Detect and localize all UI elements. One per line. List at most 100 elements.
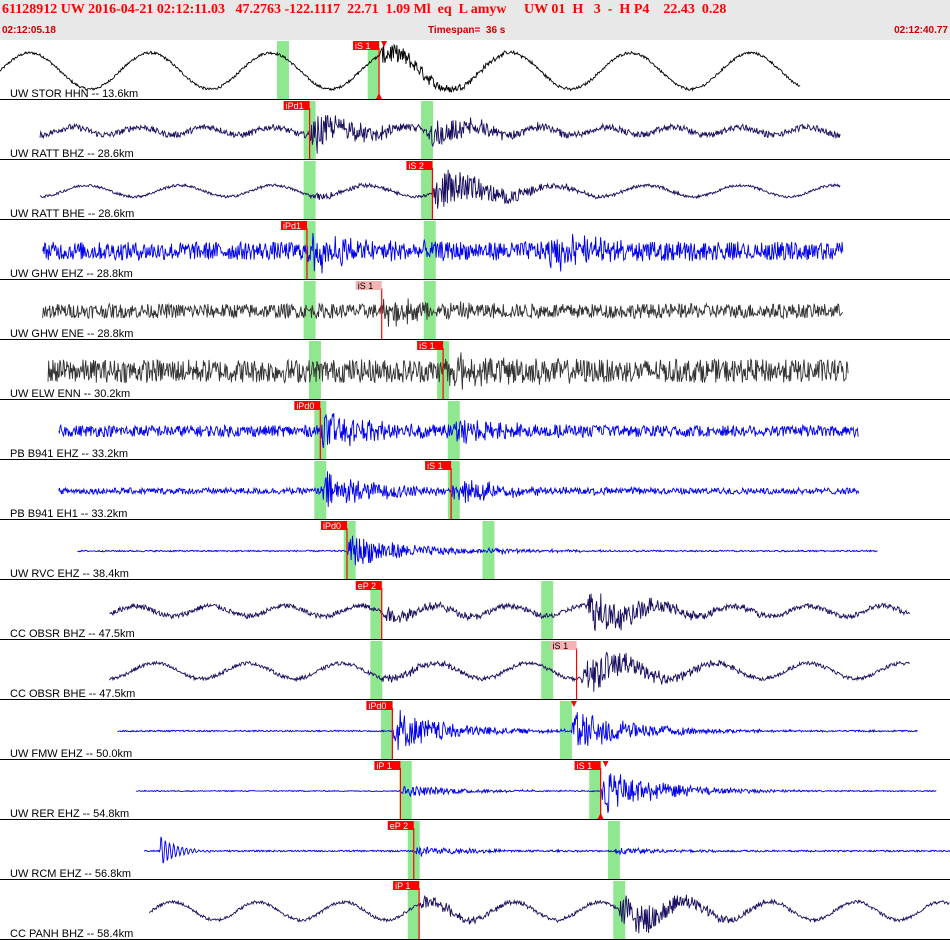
channel-label: UW STOR HHN -- 13.6km bbox=[10, 88, 138, 100]
waveform-trace bbox=[58, 471, 860, 508]
phase-pick-flag[interactable]: iS 1 bbox=[355, 281, 382, 291]
predicted-arrival-band bbox=[423, 221, 436, 279]
pick-label: iPd0 bbox=[368, 701, 386, 711]
trace-row[interactable]: iPd0 UW RVC EHZ -- 38.4km bbox=[0, 521, 950, 580]
waveform-trace bbox=[39, 115, 841, 154]
pick-label: iP 1 bbox=[376, 761, 391, 771]
waveform-trace bbox=[117, 709, 918, 751]
channel-label: UW RATT BHE -- 28.6km bbox=[10, 208, 134, 220]
phase-pick-flag[interactable]: iP 1 bbox=[374, 761, 401, 771]
window-start-time: 02:12:05.18 bbox=[2, 25, 56, 36]
predicted-arrival-band bbox=[589, 761, 602, 819]
phase-pick-flag[interactable]: iP 1 bbox=[393, 881, 420, 891]
phase-pick-flag[interactable]: eP 2 bbox=[355, 581, 382, 591]
pick-label: iS 1 bbox=[419, 341, 435, 351]
phase-pick-flag[interactable]: iS 1 bbox=[574, 761, 601, 771]
trace-row[interactable]: iS 2 UW RATT BHE -- 28.6km bbox=[0, 161, 950, 220]
pick-arrow bbox=[376, 93, 383, 99]
predicted-arrival-band bbox=[447, 401, 460, 459]
channel-label: PB B941 EHZ -- 33.2km bbox=[10, 448, 128, 460]
trace-row[interactable]: iPd1 UW GHW EHZ -- 28.8km bbox=[0, 221, 950, 280]
predicted-arrival-band bbox=[541, 581, 554, 639]
channel-label: UW GHW ENE -- 28.8km bbox=[10, 328, 133, 340]
pick-arrow bbox=[602, 761, 609, 767]
trace-row[interactable]: iPd1 UW RATT BHZ -- 28.6km bbox=[0, 101, 950, 160]
waveform-trace bbox=[58, 412, 859, 448]
predicted-arrival-band bbox=[367, 41, 380, 99]
pick-label: iPd0 bbox=[296, 401, 314, 411]
channel-label: CC OBSR BHE -- 47.5km bbox=[10, 688, 135, 700]
waveform-trace bbox=[77, 535, 878, 566]
waveform-trace bbox=[42, 232, 844, 274]
phase-pick-flag[interactable]: iS 1 bbox=[425, 461, 452, 471]
waveform-trace bbox=[39, 169, 841, 209]
trace-row[interactable]: eP 2 UW RCM EHZ -- 56.8km bbox=[0, 821, 950, 880]
phase-pick-flag[interactable]: eP 2 bbox=[387, 821, 414, 831]
phase-pick-flag[interactable]: iPd0 bbox=[366, 701, 393, 711]
channel-label: CC PANH BHZ -- 58.4km bbox=[10, 928, 133, 940]
predicted-arrival-band bbox=[421, 161, 434, 219]
trace-row[interactable]: iS 1 UW STOR HHN -- 13.6km bbox=[0, 41, 950, 100]
phase-pick-flag[interactable]: iPd0 bbox=[321, 521, 348, 531]
pick-label: eP 2 bbox=[358, 581, 376, 591]
waveform-trace bbox=[135, 773, 937, 813]
pick-label: iPd1 bbox=[283, 221, 301, 231]
waveform-trace bbox=[0, 43, 801, 93]
event-header: 61128912 UW 2016-04-21 02:12:11.03 47.27… bbox=[0, 0, 950, 40]
pick-label: iP 1 bbox=[395, 881, 410, 891]
predicted-arrival-band bbox=[314, 461, 327, 519]
trace-row[interactable]: eP 2 CC OBSR BHZ -- 47.5km bbox=[0, 581, 950, 640]
window-end-time: 02:12:40.77 bbox=[894, 25, 948, 36]
pick-label: iS 1 bbox=[355, 41, 371, 51]
channel-label: UW RVC EHZ -- 38.4km bbox=[10, 568, 129, 580]
trace-row[interactable]: iP 1 CC PANH BHZ -- 58.4km bbox=[0, 881, 950, 940]
predicted-arrival-band bbox=[303, 161, 316, 219]
waveform-trace bbox=[143, 836, 950, 864]
waveform-trace bbox=[47, 352, 849, 390]
channel-label: CC OBSR BHZ -- 47.5km bbox=[10, 628, 135, 640]
event-summary-title: 61128912 UW 2016-04-21 02:12:11.03 47.27… bbox=[2, 2, 727, 17]
phase-pick-flag[interactable]: iS 1 bbox=[550, 641, 577, 651]
channel-label: UW FMW EHZ -- 50.0km bbox=[10, 748, 132, 760]
pick-label: iS 1 bbox=[427, 461, 443, 471]
trace-row[interactable]: iS 1 UW ELW ENN -- 30.2km bbox=[0, 341, 950, 400]
trace-row[interactable]: iS 1 UW GHW ENE -- 28.8km bbox=[0, 281, 950, 340]
predicted-arrival-band bbox=[607, 821, 620, 879]
pick-arrow bbox=[570, 701, 577, 707]
pick-label: iS 1 bbox=[553, 641, 569, 651]
channel-label: PB B941 EH1 -- 33.2km bbox=[10, 508, 127, 520]
trace-row[interactable]: iPd0 UW FMW EHZ -- 50.0km bbox=[0, 701, 950, 760]
channel-label: UW RCM EHZ -- 56.8km bbox=[10, 868, 131, 880]
trace-row[interactable]: iP 1 iS 1 UW RER EHZ -- 54.8km bbox=[0, 761, 950, 820]
pick-arrow bbox=[381, 41, 388, 47]
predicted-arrival-band bbox=[407, 881, 420, 939]
pick-label: iS 1 bbox=[577, 761, 593, 771]
waveform-trace bbox=[42, 298, 844, 327]
phase-pick-flag[interactable]: iPd1 bbox=[283, 101, 310, 111]
trace-row[interactable]: iS 1 CC OBSR BHE -- 47.5km bbox=[0, 641, 950, 700]
predicted-arrival-band bbox=[399, 761, 412, 819]
phase-pick-flag[interactable]: iPd1 bbox=[280, 221, 307, 231]
predicted-arrival-band bbox=[559, 701, 572, 759]
phase-pick-flag[interactable]: iS 1 bbox=[417, 341, 444, 351]
predicted-arrival-band bbox=[276, 41, 289, 99]
channel-label: UW ELW ENN -- 30.2km bbox=[10, 388, 130, 400]
predicted-arrival-band bbox=[421, 101, 434, 159]
waveform-trace bbox=[109, 593, 910, 631]
pick-label: iPd0 bbox=[323, 521, 341, 531]
waveform-trace bbox=[149, 894, 950, 934]
predicted-arrival-band bbox=[381, 701, 394, 759]
phase-pick-flag[interactable]: iPd0 bbox=[294, 401, 321, 411]
seismogram-panel[interactable]: iS 1 UW STOR HHN -- 13.6km iPd1 UW RATT BHZ… bbox=[0, 40, 950, 940]
trace-row[interactable]: iPd0 PB B941 EHZ -- 33.2km bbox=[0, 401, 950, 460]
phase-pick-flag[interactable]: iS 2 bbox=[406, 161, 433, 171]
pick-label: eP 2 bbox=[390, 821, 408, 831]
trace-row[interactable]: iS 1 PB B941 EH1 -- 33.2km bbox=[0, 461, 950, 520]
phase-pick-flag[interactable]: iS 1 bbox=[353, 41, 380, 51]
pick-label: iS 2 bbox=[408, 161, 424, 171]
pick-label: iPd1 bbox=[286, 101, 304, 111]
predicted-arrival-band bbox=[370, 641, 383, 699]
timespan-label: Timespan= 36 s bbox=[428, 25, 506, 36]
channel-label: UW GHW EHZ -- 28.8km bbox=[10, 268, 133, 280]
channel-label: UW RER EHZ -- 54.8km bbox=[10, 808, 129, 820]
